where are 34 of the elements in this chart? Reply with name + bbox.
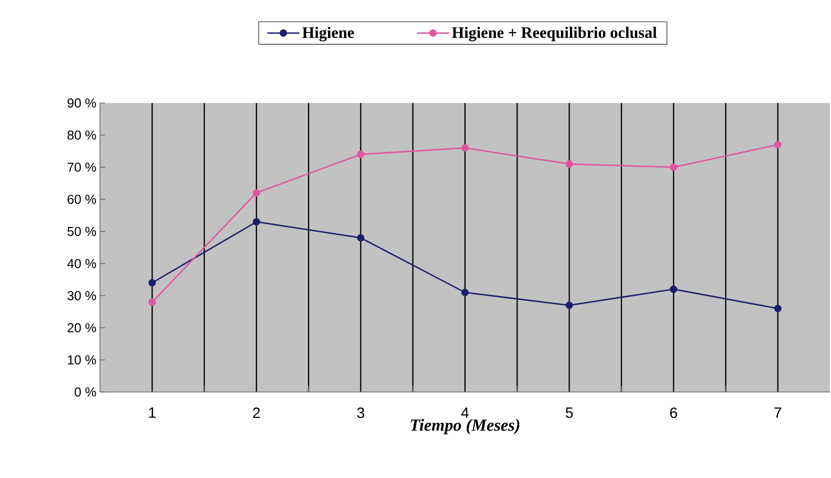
x-tick-label: 4 [461,408,469,418]
x-tick-label: 3 [357,408,364,418]
y-tick-label: 90 % [68,98,96,108]
point [357,234,364,242]
point [461,288,469,296]
point [774,304,782,312]
point [774,141,782,148]
y-tick-label: 50 % [67,226,96,236]
x-tick-label: 2 [253,408,260,418]
point [148,279,156,287]
y-tick-label: 20 % [68,323,96,332]
y-tick-label: 70 % [68,162,96,172]
point [670,164,678,171]
x-tick-label: 6 [670,408,678,418]
legend-label: Higiene + Reequilibrio oclusal [452,26,657,42]
point [357,150,364,158]
point [461,144,469,152]
y-tick-label: 30 % [67,291,96,300]
x-axis-title: Tiempo (Meses) [410,418,520,434]
x-tick-label: 1 [149,408,156,418]
x-tick-label: 5 [566,408,573,418]
point [566,160,573,168]
point [252,189,260,197]
x-tick-label: 7 [774,408,782,418]
y-tick-label: 40 % [67,258,96,268]
point [252,218,260,226]
y-tick-label: 80 % [68,130,96,140]
legend-label: Higiene [302,26,354,42]
y-tick-label: 0 % [74,387,96,397]
point [566,302,573,309]
point [148,298,156,306]
y-tick-label: 10 % [68,355,96,364]
point [670,286,678,293]
y-tick-label: 60 % [68,194,96,204]
